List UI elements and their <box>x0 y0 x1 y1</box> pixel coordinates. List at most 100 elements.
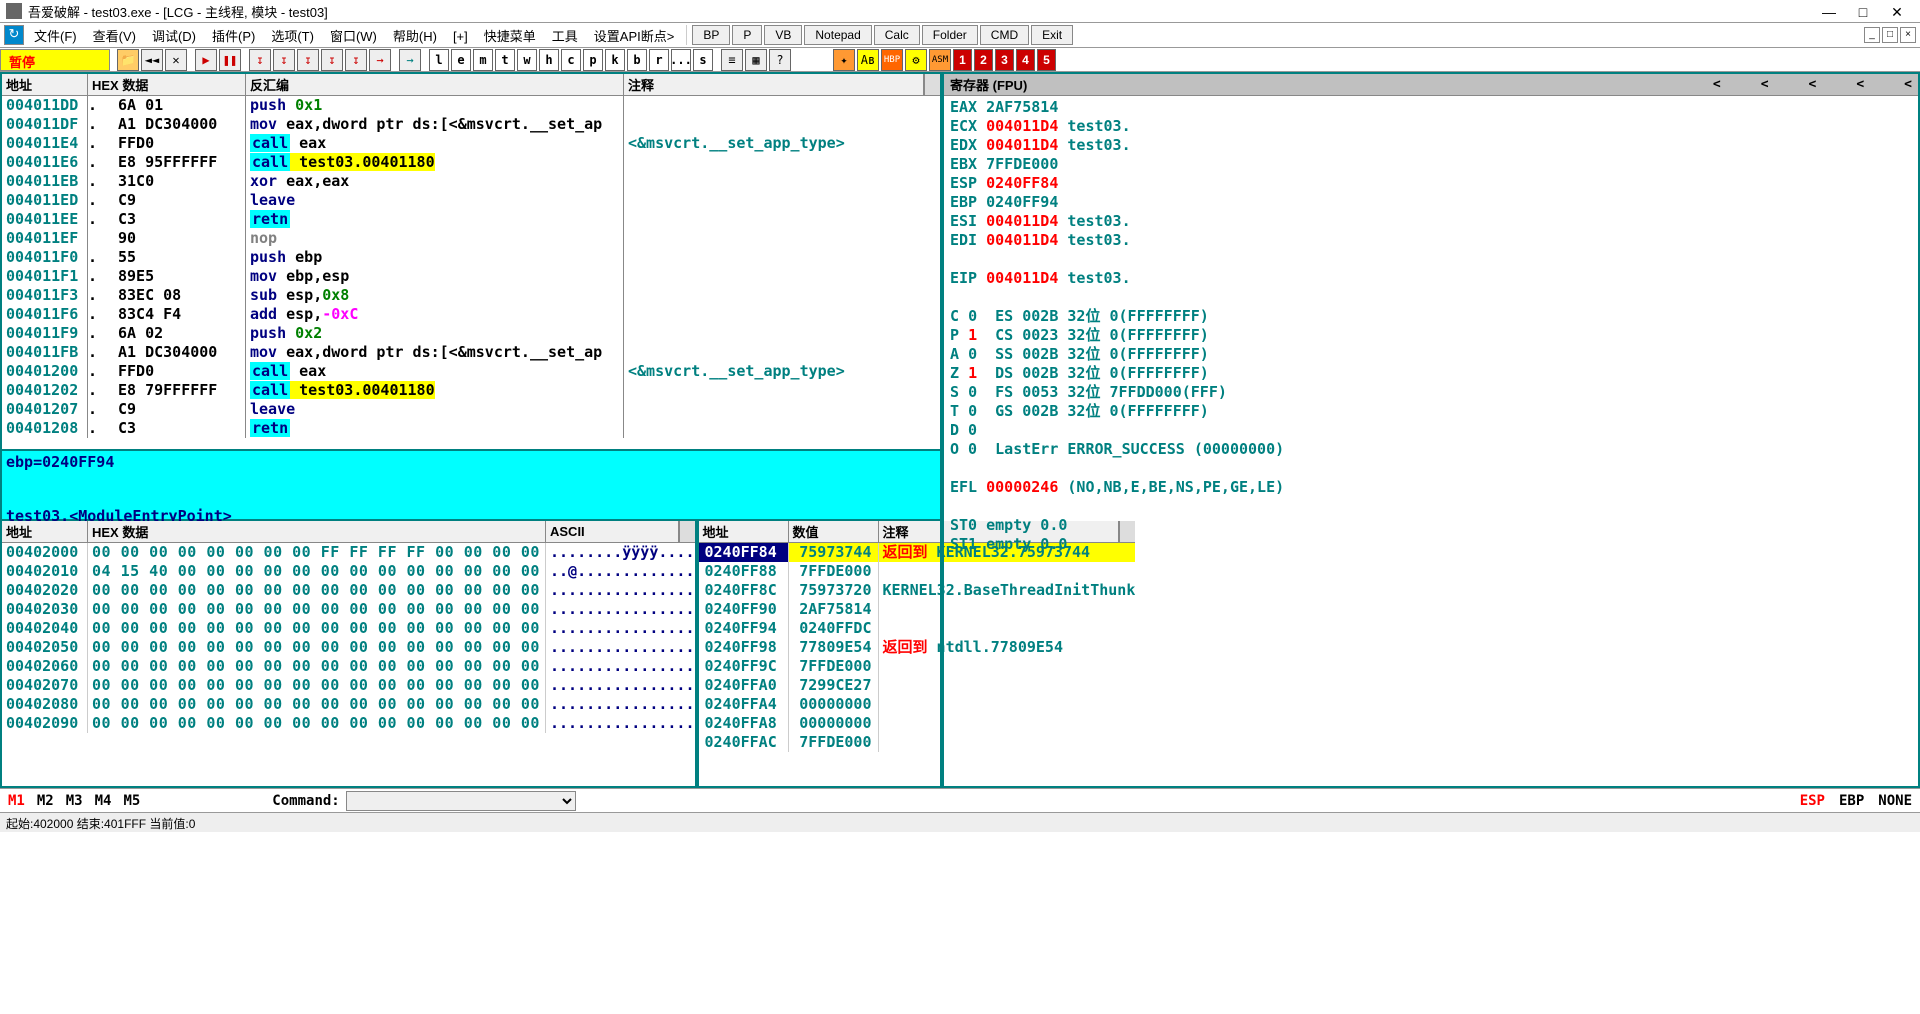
disasm-row[interactable]: 00401202.E8 79FFFFFFcall test03.00401180 <box>2 381 940 400</box>
command-input[interactable] <box>346 791 576 811</box>
toolbar-letter-button[interactable]: c <box>561 49 581 71</box>
extra-button[interactable]: Calc <box>874 25 920 45</box>
disasm-row[interactable]: 004011EB.31C0xor eax,eax <box>2 172 940 191</box>
chevron-icon[interactable]: < <box>1856 77 1864 92</box>
hex-row[interactable]: 0040203000 00 00 00 00 00 00 00 00 00 00… <box>2 600 695 619</box>
tb-step4[interactable]: ↧ <box>321 49 343 71</box>
toolbar-letter-button[interactable]: p <box>583 49 603 71</box>
toolbar-num-button[interactable]: 2 <box>974 49 993 71</box>
m-item[interactable]: M3 <box>66 793 83 809</box>
bottom-right-item[interactable]: ESP <box>1800 793 1825 809</box>
toolbar-num-button[interactable]: 4 <box>1016 49 1035 71</box>
disasm-row[interactable]: 004011F9.6A 02push 0x2 <box>2 324 940 343</box>
toolbar-num-button[interactable]: 5 <box>1037 49 1056 71</box>
toolbar-letter-button[interactable]: b <box>627 49 647 71</box>
hdr-hex[interactable]: HEX 数据 <box>88 74 246 95</box>
toolbar-letter-button[interactable]: w <box>517 49 537 71</box>
hdr-comment[interactable]: 注释 <box>624 74 924 95</box>
hex-row[interactable]: 0040202000 00 00 00 00 00 00 00 00 00 00… <box>2 581 695 600</box>
disasm-row[interactable]: 004011F1.89E5mov ebp,esp <box>2 267 940 286</box>
toolbar-letter-button[interactable]: t <box>495 49 515 71</box>
tb-x1[interactable]: ✦ <box>833 49 855 71</box>
tb-run[interactable]: ▶ <box>195 49 217 71</box>
extra-button[interactable]: CMD <box>980 25 1029 45</box>
toolbar-letter-button[interactable]: k <box>605 49 625 71</box>
tb-pause[interactable]: ❚❚ <box>219 49 241 71</box>
tb-step3[interactable]: ↧ <box>297 49 319 71</box>
menu-item[interactable]: 调试(D) <box>144 27 204 46</box>
tb-rewind[interactable]: ◄◄ <box>141 49 163 71</box>
hdr-hex-ascii[interactable]: ASCII <box>546 521 679 542</box>
disasm-row[interactable]: 00401207.C9leave <box>2 400 940 419</box>
toolbar-letter-button[interactable]: l <box>429 49 449 71</box>
refresh-icon[interactable]: ↻ <box>4 25 24 45</box>
toolbar-letter-button[interactable]: e <box>451 49 471 71</box>
disasm-row[interactable]: 004011EF 90nop <box>2 229 940 248</box>
hex-row[interactable]: 0040208000 00 00 00 00 00 00 00 00 00 00… <box>2 695 695 714</box>
hdr-stack-val[interactable]: 数值 <box>789 521 879 542</box>
tb-x3[interactable]: ⚙ <box>905 49 927 71</box>
tb-list[interactable]: ≡ <box>721 49 743 71</box>
hex-row[interactable]: 0040206000 00 00 00 00 00 00 00 00 00 00… <box>2 657 695 676</box>
disasm-row[interactable]: 004011E6.E8 95FFFFFFcall test03.00401180 <box>2 153 940 172</box>
menu-item[interactable]: 选项(T) <box>263 27 322 46</box>
hdr-hex-addr[interactable]: 地址 <box>2 521 88 542</box>
toolbar-num-button[interactable]: 3 <box>995 49 1014 71</box>
tb-open[interactable]: 📁 <box>117 49 139 71</box>
m-item[interactable]: M2 <box>37 793 54 809</box>
toolbar-letter-button[interactable]: ... <box>671 49 691 71</box>
tb-step7[interactable]: → <box>399 49 421 71</box>
mdi-min-button[interactable]: _ <box>1864 27 1880 43</box>
hdr-disasm[interactable]: 反汇编 <box>246 74 624 95</box>
mdi-close-button[interactable]: × <box>1900 27 1916 43</box>
tb-step1[interactable]: ↧ <box>249 49 271 71</box>
close-button[interactable]: ✕ <box>1890 4 1904 18</box>
tb-x2[interactable]: Aʙ <box>857 49 879 71</box>
disasm-row[interactable]: 004011FB.A1 DC304000mov eax,dword ptr ds… <box>2 343 940 362</box>
maximize-button[interactable]: □ <box>1856 4 1870 18</box>
registers-panel[interactable]: EAX 2AF75814ECX 004011D4 test03.EDX 0040… <box>944 96 1918 556</box>
chevron-icon[interactable]: < <box>1904 77 1912 92</box>
menu-item[interactable]: [+] <box>445 27 476 46</box>
hdr-addr[interactable]: 地址 <box>2 74 88 95</box>
disasm-row[interactable]: 004011DD.6A 01push 0x1 <box>2 96 940 115</box>
disasm-row[interactable]: 004011E4.FFD0call eax<&msvcrt.__set_app_… <box>2 134 940 153</box>
tb-hbp[interactable]: HBP <box>881 49 903 71</box>
toolbar-letter-button[interactable]: m <box>473 49 493 71</box>
hdr-hex-data[interactable]: HEX 数据 <box>88 521 546 542</box>
hexdump-panel[interactable]: 0040200000 00 00 00 00 00 00 00 FF FF FF… <box>2 543 695 786</box>
tb-step6[interactable]: → <box>369 49 391 71</box>
m-item[interactable]: M4 <box>95 793 112 809</box>
disasm-row[interactable]: 004011F6.83C4 F4add esp,-0xC <box>2 305 940 324</box>
disasm-row[interactable]: 00401200.FFD0call eax<&msvcrt.__set_app_… <box>2 362 940 381</box>
extra-button[interactable]: Exit <box>1031 25 1073 45</box>
hdr-stack-addr[interactable]: 地址 <box>699 521 789 542</box>
disasm-row[interactable]: 004011F3.83EC 08sub esp,0x8 <box>2 286 940 305</box>
chevron-icon[interactable]: < <box>1761 77 1769 92</box>
mdi-max-button[interactable]: □ <box>1882 27 1898 43</box>
extra-button[interactable]: BP <box>692 25 730 45</box>
disasm-row[interactable]: 00401208.C3retn <box>2 419 940 438</box>
disasm-row[interactable]: 004011DF.A1 DC304000mov eax,dword ptr ds… <box>2 115 940 134</box>
menu-item[interactable]: 设置API断点> <box>586 27 683 46</box>
disasm-panel[interactable]: 004011DD.6A 01push 0x1004011DF.A1 DC3040… <box>2 96 940 449</box>
toolbar-letter-button[interactable]: h <box>539 49 559 71</box>
menu-item[interactable]: 快捷菜单 <box>476 27 544 46</box>
chevron-icon[interactable]: < <box>1713 77 1721 92</box>
extra-button[interactable]: VB <box>764 25 802 45</box>
tb-step5[interactable]: ↧ <box>345 49 367 71</box>
menu-item[interactable]: 文件(F) <box>26 27 85 46</box>
menu-item[interactable]: 帮助(H) <box>385 27 445 46</box>
toolbar-num-button[interactable]: 1 <box>953 49 972 71</box>
hex-row[interactable]: 0040201004 15 40 00 00 00 00 00 00 00 00… <box>2 562 695 581</box>
menu-item[interactable]: 工具 <box>544 27 586 46</box>
extra-button[interactable]: P <box>732 25 762 45</box>
extra-button[interactable]: Folder <box>922 25 978 45</box>
disasm-row[interactable]: 004011F0.55push ebp <box>2 248 940 267</box>
m-item[interactable]: M5 <box>123 793 140 809</box>
hex-row[interactable]: 0040205000 00 00 00 00 00 00 00 00 00 00… <box>2 638 695 657</box>
bottom-right-item[interactable]: EBP <box>1839 793 1864 809</box>
tb-help[interactable]: ? <box>769 49 791 71</box>
hex-row[interactable]: 0040204000 00 00 00 00 00 00 00 00 00 00… <box>2 619 695 638</box>
bottom-right-item[interactable]: NONE <box>1878 793 1912 809</box>
